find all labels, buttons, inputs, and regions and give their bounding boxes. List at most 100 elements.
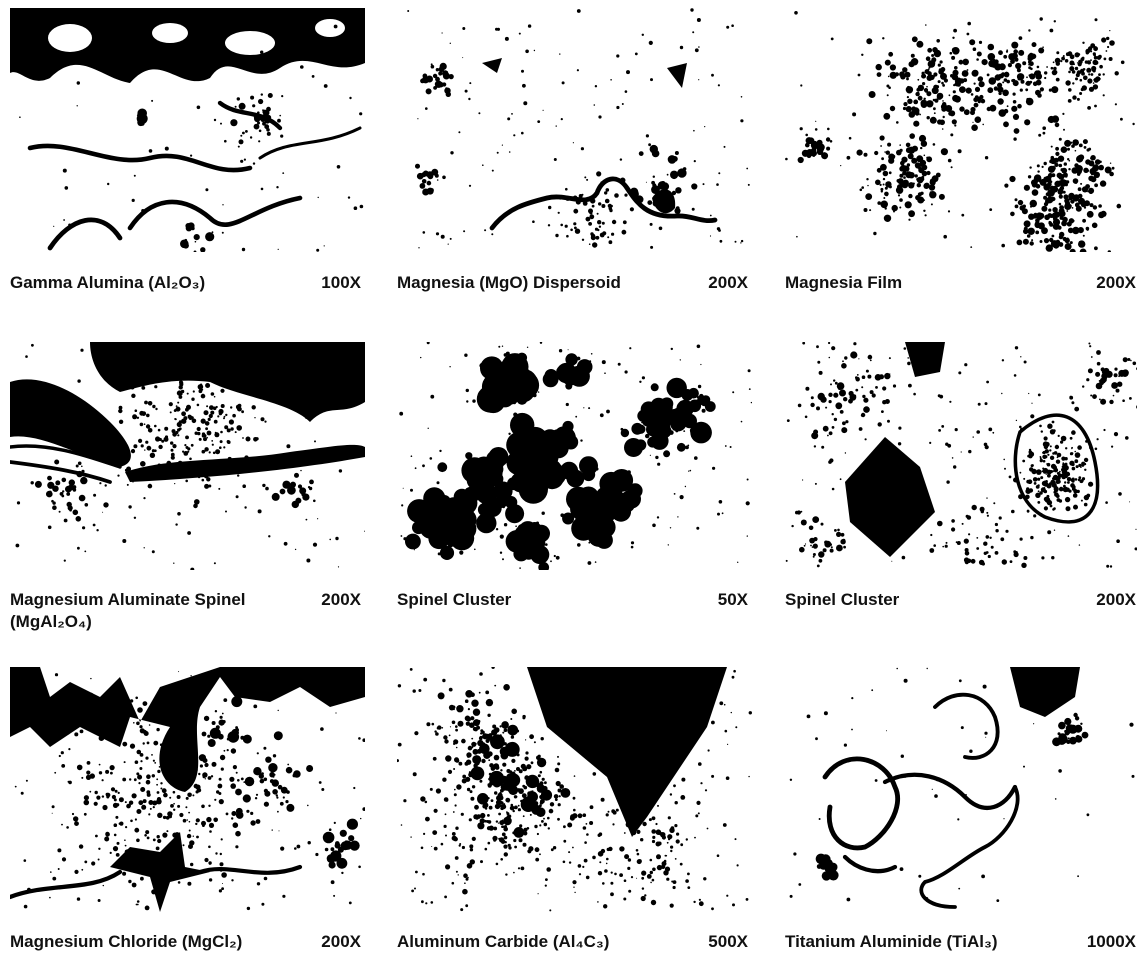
speck [608,766,611,769]
speck [653,176,655,178]
particle [813,155,815,157]
speck [646,182,647,183]
particle [231,748,236,753]
particle [488,820,492,824]
particle [1094,78,1099,83]
particle [219,412,222,415]
particle [487,814,490,817]
particle [855,377,859,381]
speck [504,523,507,526]
particle [1072,220,1074,222]
speck [90,693,93,696]
particle [264,791,270,797]
speck [253,705,257,709]
speck [478,112,480,114]
particle [143,799,147,803]
particle [666,878,669,881]
particle [563,840,566,843]
speck [581,741,585,745]
particle [907,99,912,104]
particle [1013,137,1016,140]
particle [525,751,528,754]
particle [805,387,809,391]
speck [1005,530,1008,533]
particle [455,729,458,732]
particle [1059,203,1062,206]
particle [918,192,922,196]
speck [683,167,687,171]
speck [179,462,181,464]
particle [180,765,185,770]
speck [403,488,404,489]
particle [1053,61,1055,63]
speck [805,543,806,544]
speck [889,373,890,374]
speck [816,345,819,348]
particle [886,151,890,155]
particle [888,52,893,57]
particle [611,233,614,236]
particle [877,201,881,205]
speck [786,560,788,562]
particle [1003,121,1009,127]
particle [160,782,162,784]
particle [162,833,167,838]
particle [880,164,887,171]
speck [901,755,904,758]
particle [505,798,510,803]
speck [832,488,835,491]
particle [916,88,920,92]
particle [991,546,994,549]
particle [828,870,838,880]
speck [575,416,577,418]
particle [201,419,206,424]
particle [506,811,508,813]
particle [189,458,192,461]
speck [1011,510,1015,514]
particle [652,868,656,872]
particle [1056,62,1060,66]
speck [958,371,961,374]
particle [1077,169,1082,174]
speck [578,864,582,868]
particle [1048,166,1055,173]
particle [703,877,706,880]
particle [560,224,563,227]
particle [1035,231,1039,235]
particle [1079,144,1083,148]
particle [689,400,702,413]
speck [502,346,503,347]
particle [267,132,271,136]
speck [629,729,633,733]
particle [54,460,59,465]
speck [185,806,187,808]
particle [223,461,227,465]
particle [243,735,252,744]
particle [962,523,964,525]
magnification: 200X [321,589,361,611]
speck [525,739,526,740]
speck [442,727,444,729]
speck [620,158,622,160]
particle [200,764,203,767]
speck [401,504,403,506]
particle [589,214,594,219]
particle [270,119,274,123]
particle [982,59,988,65]
particle [502,833,506,837]
particle [819,371,823,375]
speck [797,510,801,514]
particle [883,184,885,186]
particle [110,765,115,770]
speck [927,668,928,669]
particle [148,401,153,406]
particle [220,716,223,719]
particle [506,773,516,783]
speck [445,835,447,837]
speck [616,54,619,57]
particle [202,450,206,454]
speck [595,467,598,470]
particle [157,791,160,794]
speck [815,737,818,740]
speck [559,53,560,54]
